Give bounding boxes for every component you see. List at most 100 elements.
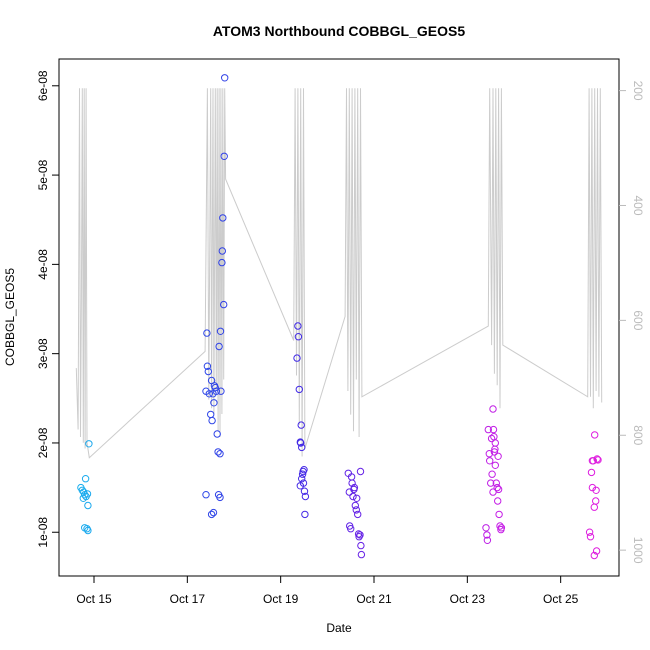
chart-title: ATOM3 Northbound COBBGL_GEOS5 bbox=[213, 23, 465, 39]
scatter-point-layer bbox=[77, 74, 602, 560]
data-point bbox=[493, 483, 501, 492]
data-point bbox=[215, 342, 223, 351]
plot-frame bbox=[58, 58, 620, 577]
data-point bbox=[217, 387, 225, 395]
data-point bbox=[204, 367, 213, 376]
data-point bbox=[497, 524, 506, 532]
data-point bbox=[300, 466, 308, 474]
data-point bbox=[487, 479, 495, 487]
data-point bbox=[489, 405, 497, 413]
data-point bbox=[594, 456, 602, 464]
data-point bbox=[485, 450, 493, 458]
data-point bbox=[356, 531, 364, 539]
data-point bbox=[301, 492, 310, 501]
y2-tick-label: 1000 bbox=[631, 537, 645, 564]
x-axis-label: Date bbox=[326, 621, 352, 635]
data-point bbox=[203, 362, 212, 370]
data-point bbox=[490, 448, 499, 456]
data-point bbox=[492, 479, 500, 487]
data-point bbox=[207, 510, 216, 519]
data-point bbox=[209, 508, 218, 517]
data-point bbox=[591, 431, 599, 439]
x-tick-label: Oct 25 bbox=[543, 592, 579, 606]
data-point bbox=[295, 385, 303, 394]
data-point bbox=[592, 547, 601, 555]
y-tick-label: 2e-08 bbox=[36, 427, 50, 458]
data-point bbox=[592, 497, 600, 505]
x-tick-label: Oct 19 bbox=[263, 592, 299, 606]
data-point bbox=[347, 525, 355, 533]
data-point bbox=[349, 492, 357, 501]
data-point bbox=[354, 510, 362, 519]
y-tick-label: 5e-08 bbox=[36, 159, 50, 190]
data-point bbox=[216, 327, 225, 335]
data-point bbox=[494, 452, 502, 460]
y2-tick-label: 200 bbox=[631, 81, 645, 101]
data-point bbox=[494, 497, 502, 505]
data-point bbox=[354, 530, 363, 538]
data-point bbox=[214, 448, 222, 456]
data-point bbox=[218, 258, 226, 267]
data-point bbox=[203, 329, 211, 337]
data-point bbox=[298, 470, 307, 478]
y-tick-label: 3e-08 bbox=[36, 338, 50, 369]
data-point bbox=[587, 468, 596, 477]
data-point bbox=[483, 536, 492, 544]
data-point bbox=[496, 522, 504, 530]
data-point bbox=[301, 510, 309, 519]
data-point bbox=[294, 333, 303, 341]
x-tick-label: Oct 15 bbox=[76, 592, 112, 606]
data-point bbox=[221, 74, 229, 82]
data-point bbox=[484, 425, 492, 434]
data-point bbox=[293, 354, 301, 362]
data-point bbox=[586, 533, 595, 541]
data-point bbox=[218, 247, 227, 255]
y-tick-label: 1e-08 bbox=[36, 517, 50, 548]
data-point bbox=[81, 475, 90, 483]
data-point bbox=[489, 425, 498, 434]
x-tick-label: Oct 23 bbox=[450, 592, 486, 606]
data-point bbox=[298, 475, 306, 483]
data-point bbox=[297, 439, 305, 447]
y2-tick-label: 600 bbox=[631, 310, 645, 330]
data-point bbox=[352, 506, 360, 514]
data-point bbox=[213, 430, 221, 438]
data-point bbox=[483, 531, 491, 539]
x-tick-label: Oct 17 bbox=[170, 592, 206, 606]
data-point bbox=[592, 486, 600, 494]
data-point bbox=[78, 486, 87, 494]
data-point bbox=[350, 483, 359, 492]
data-point bbox=[298, 443, 306, 452]
data-point bbox=[202, 491, 210, 499]
x-tick-label: Oct 21 bbox=[356, 592, 392, 606]
data-point bbox=[84, 526, 92, 535]
y2-tick-label: 800 bbox=[631, 425, 645, 445]
data-point bbox=[211, 383, 220, 392]
data-point bbox=[353, 494, 361, 502]
data-point bbox=[85, 440, 93, 448]
data-point bbox=[207, 410, 215, 419]
data-point bbox=[219, 214, 227, 222]
y-axis-label: COBBGL_GEOS5 bbox=[3, 268, 17, 366]
axes-layer: Oct 15 Oct 17 Oct 19 Oct 21 Oct 23 Oct 25 1e-0… bbox=[36, 58, 645, 606]
data-point bbox=[212, 387, 221, 395]
data-point bbox=[593, 455, 601, 463]
data-point bbox=[300, 487, 309, 495]
data-point bbox=[220, 300, 228, 309]
data-point bbox=[208, 416, 216, 425]
data-point bbox=[491, 461, 499, 469]
data-point bbox=[216, 493, 224, 502]
data-point bbox=[590, 503, 598, 511]
data-point bbox=[84, 501, 92, 510]
data-point bbox=[486, 457, 494, 465]
y2-tick-label: 400 bbox=[631, 195, 645, 215]
data-point bbox=[205, 390, 214, 398]
data-point bbox=[482, 524, 490, 532]
data-point bbox=[351, 501, 359, 510]
y-tick-label: 6e-08 bbox=[36, 70, 50, 101]
data-point bbox=[590, 551, 598, 560]
data-point bbox=[488, 470, 496, 478]
y-tick-label: 4e-08 bbox=[36, 249, 50, 280]
data-point bbox=[489, 488, 497, 496]
